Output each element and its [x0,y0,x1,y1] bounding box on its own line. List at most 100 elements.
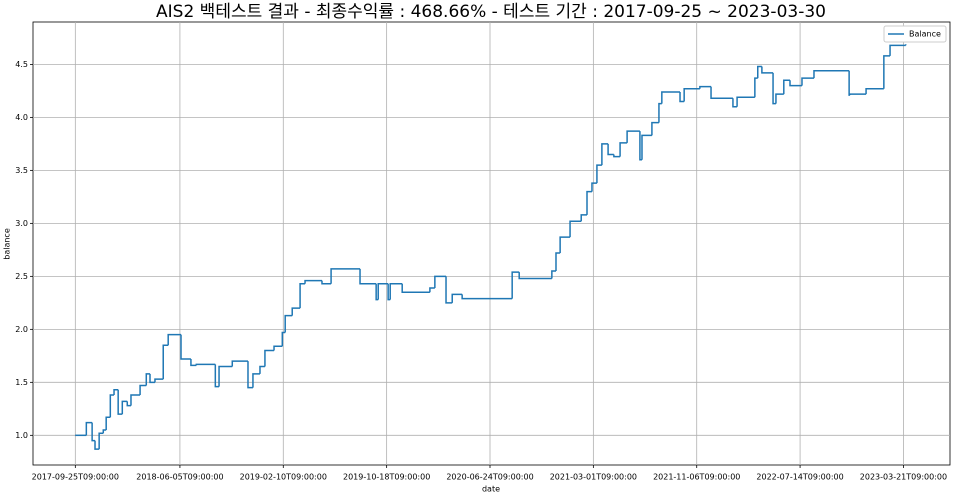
line-step [736,96,755,107]
line-step [252,373,260,388]
line-step [559,236,571,254]
line-step [783,79,790,95]
line-step [813,70,850,79]
line-step [757,65,762,79]
line-step [732,98,738,108]
line-step [231,360,248,367]
line-step [683,88,700,102]
line-step [607,143,614,156]
legend-label: Balance [909,30,941,39]
line-step [113,389,119,396]
line-step [121,400,128,415]
line-step [109,394,115,418]
line-step [284,314,293,333]
y-tick-label: 1.5 [15,378,28,387]
line-step [613,154,621,158]
line-step [375,283,379,301]
line-step [596,164,602,184]
y-axis-label: balance [3,228,12,260]
line-step [377,283,389,300]
line-step [149,373,155,384]
y-tick-label: 3.5 [15,166,28,175]
line-step [518,272,552,280]
x-tick-label: 2018-06-05T09:00:00 [136,473,223,482]
y-tick-label: 1.0 [15,431,28,440]
line-step [190,359,197,367]
line-step [167,333,182,346]
line-step [445,276,453,304]
line-step [98,432,104,450]
line-step [264,349,275,367]
line-step [789,80,802,87]
line-step [139,384,147,396]
y-tick-label: 4.0 [15,113,28,122]
line-step [321,280,332,285]
line-step [775,93,784,104]
line-step [710,86,733,100]
line-step [330,268,361,284]
line-step [451,293,463,303]
line-step [259,365,265,374]
line-step [195,363,216,366]
line-step [218,365,233,387]
line-step [461,294,513,300]
line-step [304,279,322,284]
y-tick-label: 2.5 [15,272,28,281]
x-axis-label: date [482,485,500,494]
line-step [291,307,301,316]
line-step [273,345,283,351]
line-step [94,440,100,450]
line-step [651,121,659,136]
x-tick-label: 2023-03-21T09:00:00 [860,473,947,482]
line-step [551,270,556,279]
line-step [401,283,430,294]
line-step [511,271,520,299]
line-step [801,77,814,86]
line-step [848,70,850,96]
plot-area [32,21,951,466]
legend-box [883,25,947,43]
line-step [281,331,286,347]
line-step [434,275,447,289]
line-step [130,394,141,406]
y-tick-label: 3.0 [15,219,28,228]
line-step [679,91,685,103]
line-step [889,44,906,56]
x-tick-label: 2019-02-10T09:00:00 [240,473,327,482]
x-tick-label: 2021-03-01T09:00:00 [550,473,637,482]
line-step [699,85,712,89]
line-step [601,143,609,166]
line-step [569,220,582,238]
line-step [154,378,164,383]
x-tick-label: 2019-10-18T09:00:00 [343,473,430,482]
line-step [85,421,93,436]
line-step [387,283,391,301]
line-step [126,401,131,407]
line-step [619,142,628,157]
line-step [299,283,306,309]
line-step [102,429,107,434]
line-step [429,287,435,293]
line-step [626,130,640,143]
line-step [105,416,111,431]
x-tick-label: 2020-06-24T09:00:00 [446,473,533,482]
line-step [180,334,191,360]
line-step [214,364,220,388]
line-step [145,373,151,386]
line-step [359,268,377,285]
line-step [91,422,96,442]
line-step [162,344,169,380]
line-step [849,93,867,96]
line-step [389,283,403,300]
x-tick-label: 2021-11-06T09:00:00 [653,473,740,482]
line-step [883,55,891,89]
line-step [661,91,681,104]
line-step [247,361,253,389]
line-step [580,214,588,222]
line-step [658,102,662,123]
line-step [591,182,597,192]
line-step [865,88,884,95]
line-step [761,66,774,74]
line-step [555,252,561,272]
